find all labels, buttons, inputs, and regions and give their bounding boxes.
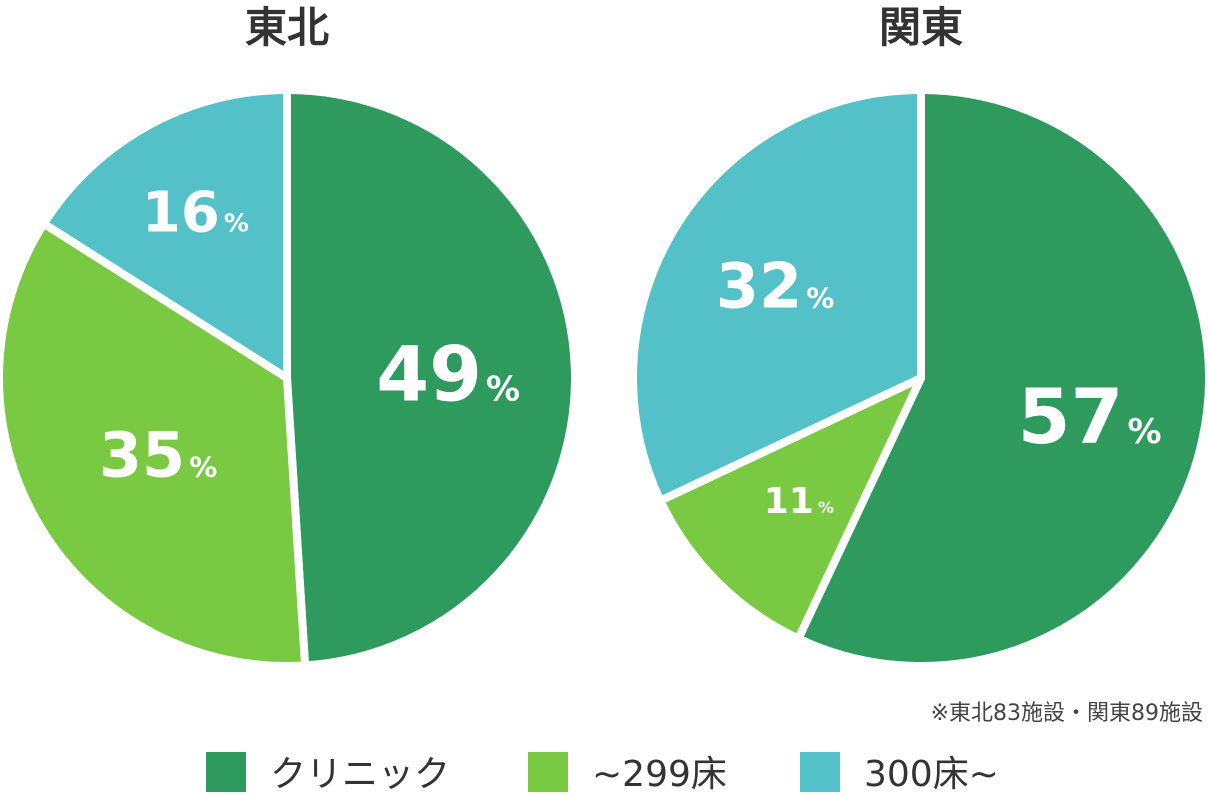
pie-label-1-0: 57% [1018,372,1162,461]
pie-label-1-1: 11% [764,481,834,522]
pie-slice-1-2 [629,86,925,505]
pie-label-value: 49 [376,329,482,418]
pie-label-value: 57 [1018,372,1124,461]
chart-title-tohoku: 東北 [245,3,329,52]
pie-slice-0-2 [39,86,291,382]
facility-count-note: ※東北83施設・関東89施設 [931,701,1203,726]
legend-swatch-2 [800,752,840,792]
pie-label-0-0: 49% [376,329,520,418]
pie-label-unit: % [806,282,834,315]
pie-label-0-1: 35% [99,419,217,492]
pie-label-unit: % [189,451,217,484]
pie-label-1-2: 32% [716,250,834,323]
pie-label-unit: % [224,209,249,238]
legend: クリニック ~299床 300床~ [206,752,999,795]
pie-slice-1-0 [794,86,1208,670]
legend-swatch-0 [206,752,246,792]
pie-label-unit: % [818,498,834,517]
legend-swatch-1 [528,752,568,792]
pie-label-unit: % [486,369,520,409]
pie-label-value: 32 [716,250,802,323]
legend-label-2: 300床~ [864,754,999,795]
pie-slice-0-0 [283,86,579,670]
pie-label-unit: % [1127,412,1161,452]
pie-label-value: 35 [99,419,185,492]
pie-label-0-2: 16% [142,181,249,246]
legend-label-0: クリニック [270,754,450,795]
chart-title-kanto: 関東 [879,3,963,52]
legend-label-1: ~299床 [592,754,727,795]
pie-slice-0-1 [0,219,310,670]
pie-label-value: 16 [142,181,220,246]
pie-slice-1-1 [656,374,925,643]
pie-label-value: 11 [764,481,814,522]
pie-kanto: 57 %11 %32% [629,86,1208,670]
pie-tohoku: 49 %35 %16% [0,86,579,670]
